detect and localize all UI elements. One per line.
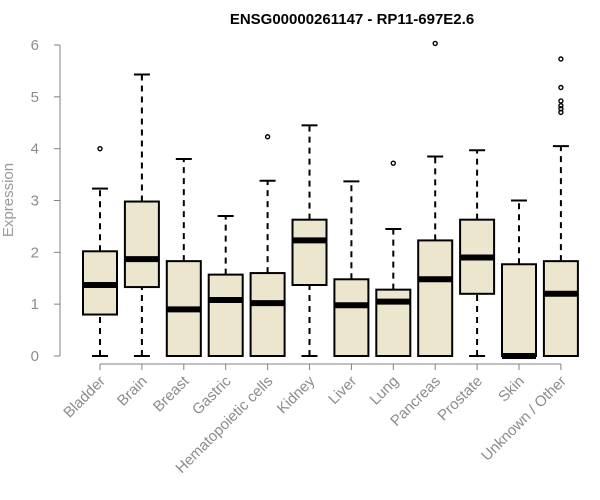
x-tick-label: Liver [325, 373, 360, 408]
box-bladder [82, 145, 118, 357]
outlier-point [558, 84, 564, 91]
outlier-point [558, 106, 564, 112]
outlier-point [432, 40, 438, 47]
x-tick-label: Brain [114, 373, 151, 410]
iqr-box [123, 200, 160, 289]
box-kidney [291, 124, 328, 357]
y-tick-label: 2 [31, 244, 39, 261]
box-unknown-other [542, 56, 579, 357]
iqr-box [542, 260, 579, 357]
box-pancreas [417, 40, 454, 357]
y-axis-label: Expression [0, 163, 17, 237]
box-skin [501, 199, 537, 359]
iqr-box [249, 272, 286, 358]
y-tick-label: 0 [31, 348, 39, 365]
box-series [82, 40, 579, 359]
x-tick-label: Bladder [60, 373, 109, 422]
box-breast [165, 158, 202, 357]
y-tick-label: 5 [31, 89, 39, 106]
chart-title: ENSG00000261147 - RP11-697E2.6 [230, 11, 474, 28]
box-hematopoietic-cells [249, 134, 286, 358]
x-tick-label: Breast [150, 372, 193, 415]
iqr-box [291, 218, 328, 286]
box-lung [375, 160, 412, 357]
iqr-box [501, 263, 537, 358]
iqr-box [417, 239, 454, 357]
box-gastric [207, 215, 244, 358]
box-brain [123, 73, 160, 357]
outlier-point [264, 134, 271, 140]
y-tick-label: 1 [31, 296, 39, 313]
outlier-point [558, 56, 564, 62]
y-tick-label: 3 [31, 193, 39, 210]
iqr-box [333, 278, 370, 357]
box-prostate [459, 149, 496, 357]
x-tick-label: Lung [367, 373, 403, 409]
box-liver [333, 180, 370, 357]
x-tick-label: Kidney [274, 372, 319, 417]
outlier-point [97, 145, 103, 152]
y-axis: 0 1 2 3 4 5 6 [31, 37, 61, 365]
x-tick-label: Skin [495, 373, 528, 406]
outlier-point [558, 102, 564, 109]
y-tick-label: 4 [31, 141, 39, 158]
iqr-box [207, 273, 244, 358]
outlier-point [390, 160, 396, 166]
y-tick-label: 6 [31, 37, 39, 54]
outlier-point [558, 98, 564, 104]
x-tick-label: Prostate [434, 373, 486, 425]
